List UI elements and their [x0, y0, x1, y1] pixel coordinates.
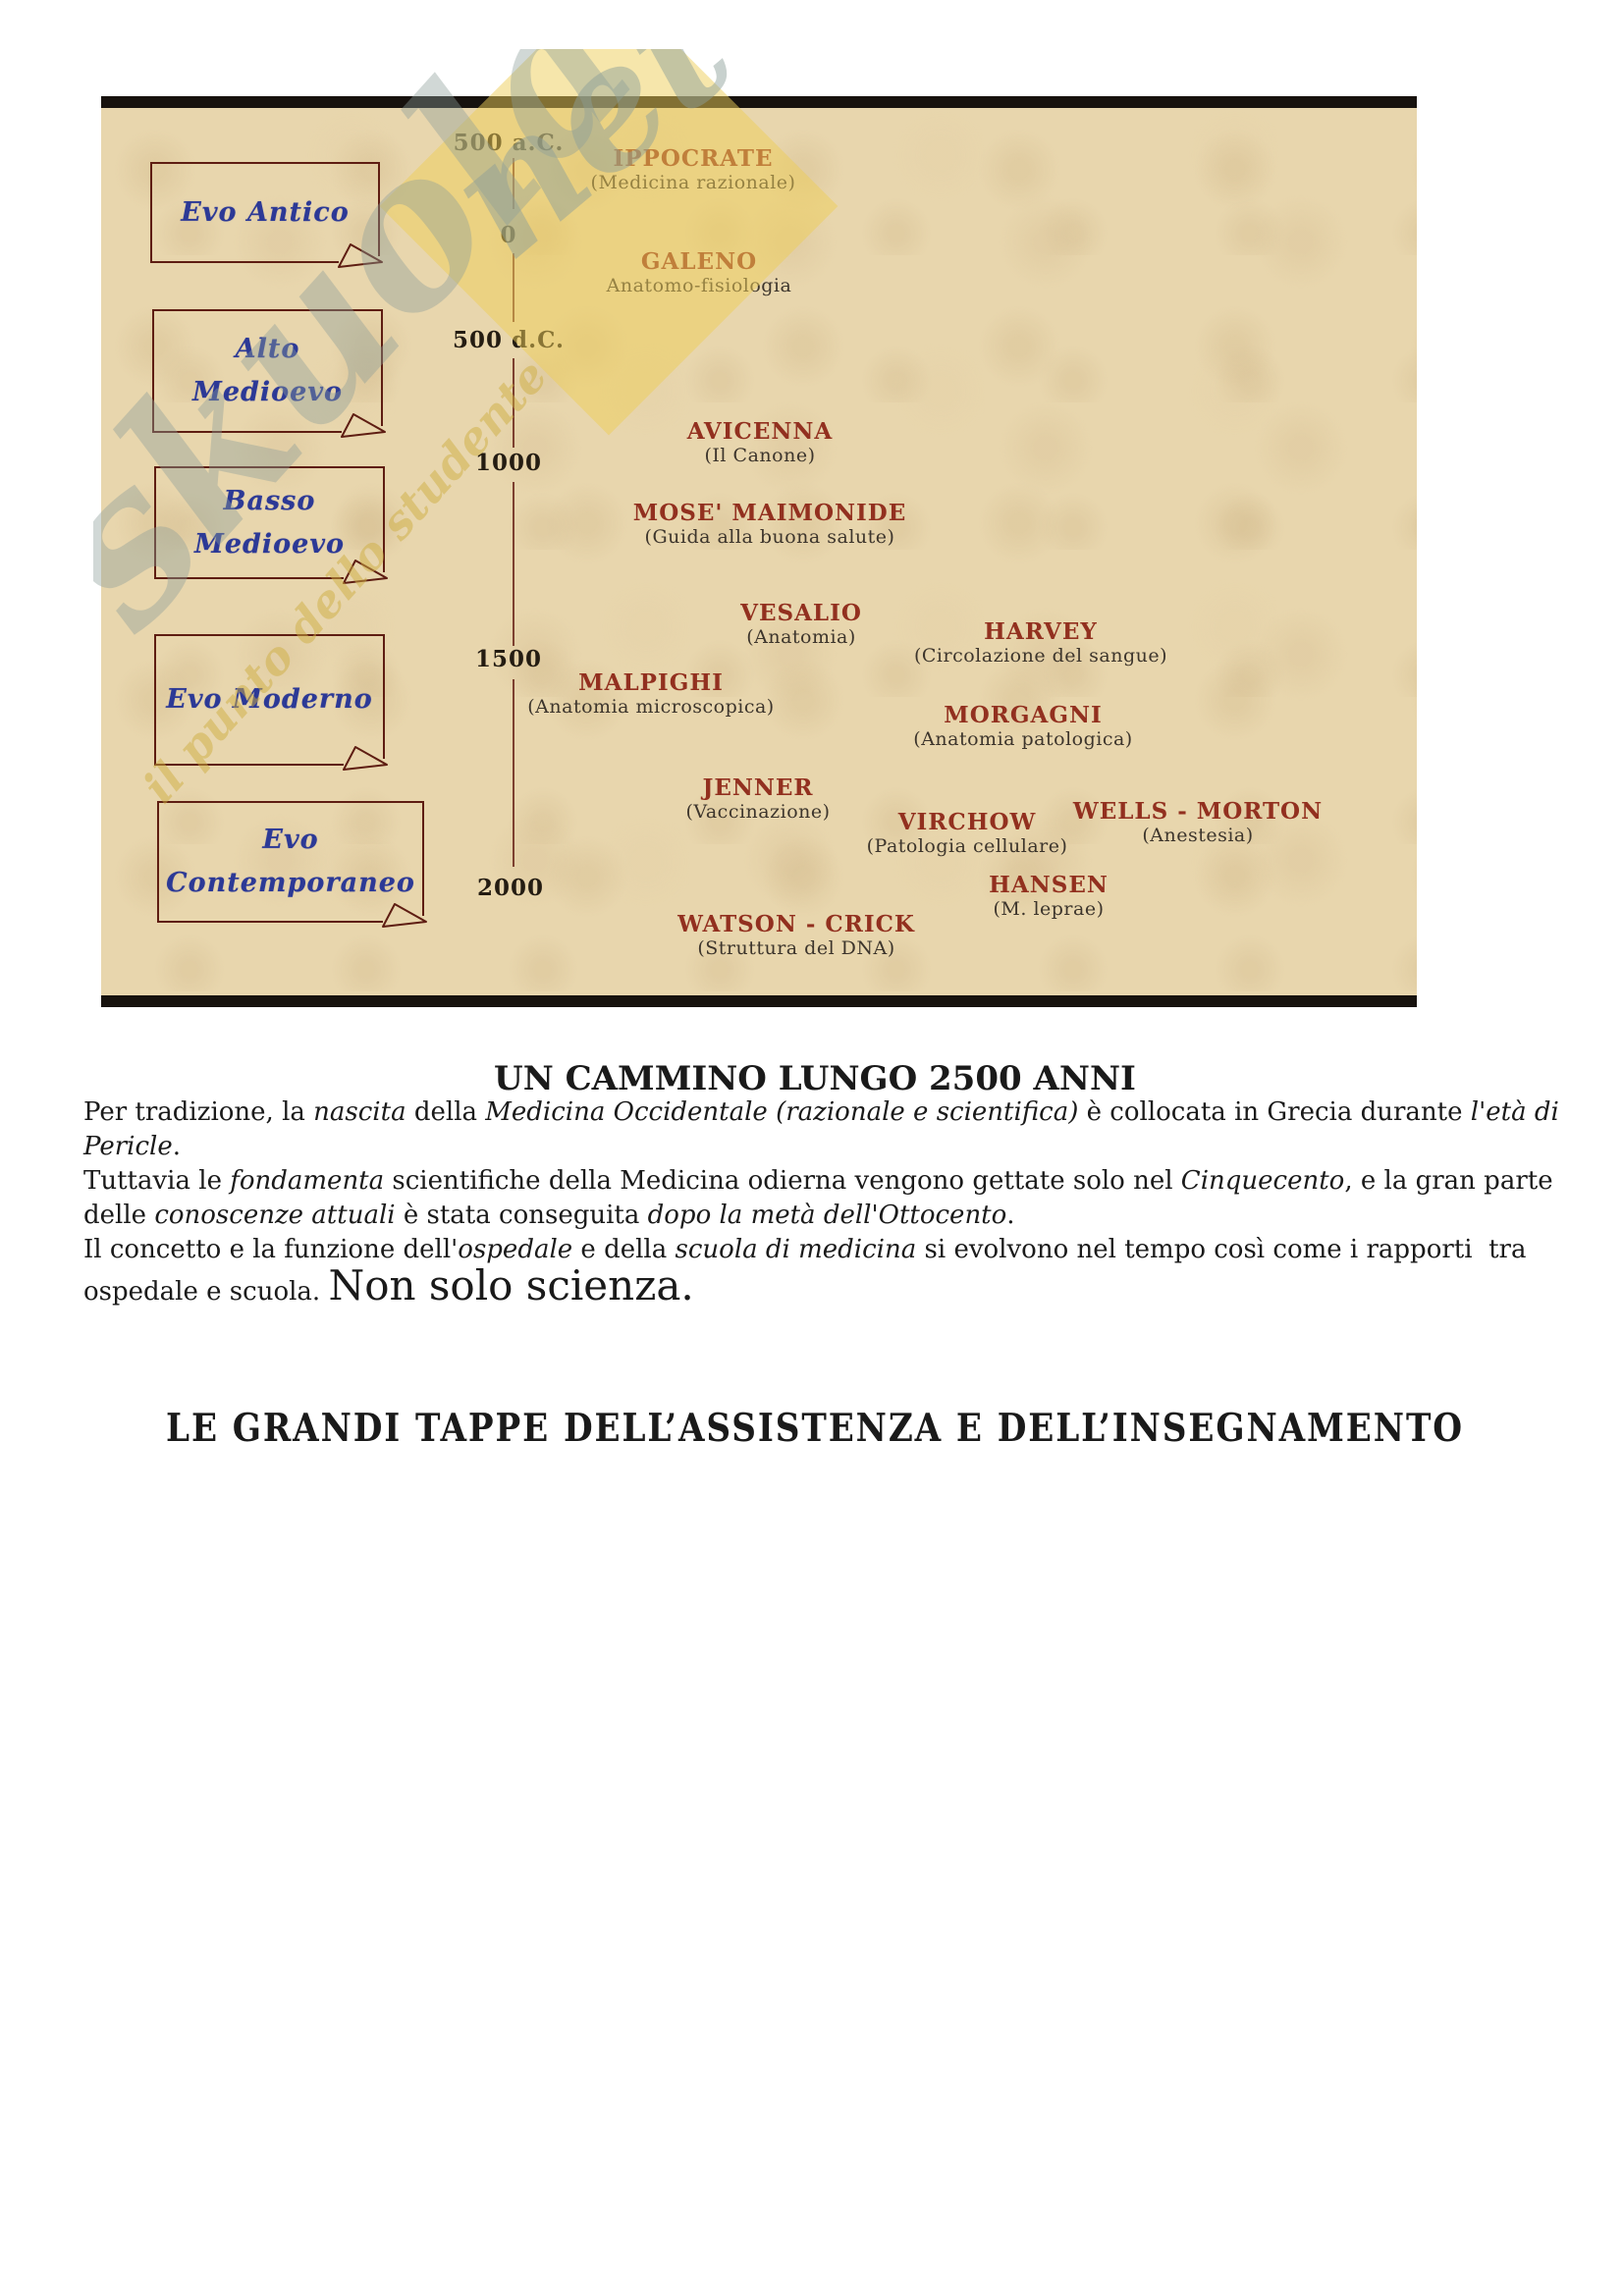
body-line: Tuttavia le fondamenta scientifiche dell… — [83, 1166, 1553, 1196]
body-line: Pericle. — [83, 1132, 181, 1161]
era-box: Basso Medioevo — [154, 466, 388, 584]
scientist-detail: (Medicina razionale) — [590, 172, 796, 193]
section-heading: LE GRANDI TAPPE DELL’ASSISTENZA E DELL’I… — [166, 1406, 1464, 1451]
scientist-detail: Anatomo-fisiologia — [606, 275, 792, 296]
axis-segment — [513, 358, 514, 448]
folded-corner-icon — [338, 243, 383, 268]
axis-segment — [513, 679, 514, 867]
scientist-name: MOSE' MAIMONIDE — [632, 500, 907, 526]
era-label: Evo Antico — [181, 196, 350, 228]
scientist-detail: (Patologia cellulare) — [866, 835, 1068, 857]
body-line: ospedale e scuola. Non solo scienza. — [83, 1261, 694, 1309]
era-label: Contemporaneo — [166, 868, 415, 898]
scientist-detail: (Vaccinazione) — [685, 801, 831, 823]
era-label: Alto — [235, 334, 300, 364]
era-box: Evo Antico — [150, 162, 383, 268]
era-box: Evo Moderno — [154, 634, 388, 771]
timeline-content: Evo Antico Alto Medioevo Basso Medioevo Evo M… — [101, 108, 1417, 995]
scientist-name: VIRCHOW — [897, 809, 1037, 835]
era-box: Alto Medioevo — [152, 309, 386, 438]
era-label: Evo — [262, 825, 319, 855]
scientist-detail: (Anatomia microscopica) — [527, 696, 775, 718]
axis-segment — [513, 253, 514, 322]
era-label: Medioevo — [193, 528, 346, 560]
scientist-name: AVICENNA — [686, 418, 834, 445]
era-label: Evo Moderno — [166, 684, 373, 715]
scientist-name: HARVEY — [984, 618, 1098, 645]
folded-corner-icon — [343, 560, 388, 584]
era-label: Medioevo — [191, 377, 344, 407]
body-line: Il concetto e la funzione dell'ospedale … — [83, 1235, 1527, 1264]
axis-label: 2000 — [476, 875, 545, 901]
scientist-name: JENNER — [702, 774, 814, 801]
body-line: delle conoscenze attuali è stata consegu… — [83, 1201, 1015, 1230]
scientist-name: WELLS - MORTON — [1072, 798, 1324, 825]
scientist-detail: (M. leprae) — [993, 898, 1105, 920]
scientist-detail: (Anatomia patologica) — [913, 728, 1133, 750]
scientist-detail: (Anestesia) — [1142, 825, 1254, 846]
scientist-detail: (Struttura del DNA) — [697, 937, 895, 959]
scientist-detail: (Il Canone) — [704, 445, 816, 466]
scientist-name: HANSEN — [989, 872, 1109, 898]
scientist-name: GALENO — [640, 248, 758, 275]
scientist-name: WATSON - CRICK — [677, 911, 915, 937]
axis-label: 500 a.C. — [453, 130, 565, 156]
axis-label: 500 d.C. — [452, 327, 566, 353]
body-line: Per tradizione, la nascita della Medicin… — [83, 1097, 1559, 1127]
scientist-detail: (Guida alla buona salute) — [644, 526, 895, 548]
axis-label: 1500 — [474, 646, 543, 672]
axis-segment — [513, 482, 514, 646]
axis-label: 0 — [500, 222, 517, 248]
page-title: UN CAMMINO LUNGO 2500 ANNI — [494, 1059, 1136, 1098]
era-label: Basso — [223, 485, 316, 516]
axis-segment — [513, 158, 514, 209]
folded-corner-icon — [382, 903, 427, 928]
era-box: Evo Contemporaneo — [157, 801, 427, 928]
scientist-name: MORGAGNI — [944, 702, 1103, 728]
scientist-name: VESALIO — [740, 600, 862, 626]
scientist-detail: (Anatomia) — [746, 626, 856, 648]
folded-corner-icon — [341, 413, 386, 438]
axis-label: 1000 — [474, 450, 543, 476]
scientist-name: MALPIGHI — [578, 669, 724, 696]
folded-corner-icon — [343, 746, 388, 771]
scientist-detail: (Circolazione del sangue) — [913, 645, 1168, 667]
scientist-name: IPPOCRATE — [613, 145, 774, 172]
timeline-figure: Evo Antico Alto Medioevo Basso Medioevo Evo M… — [101, 96, 1417, 1007]
